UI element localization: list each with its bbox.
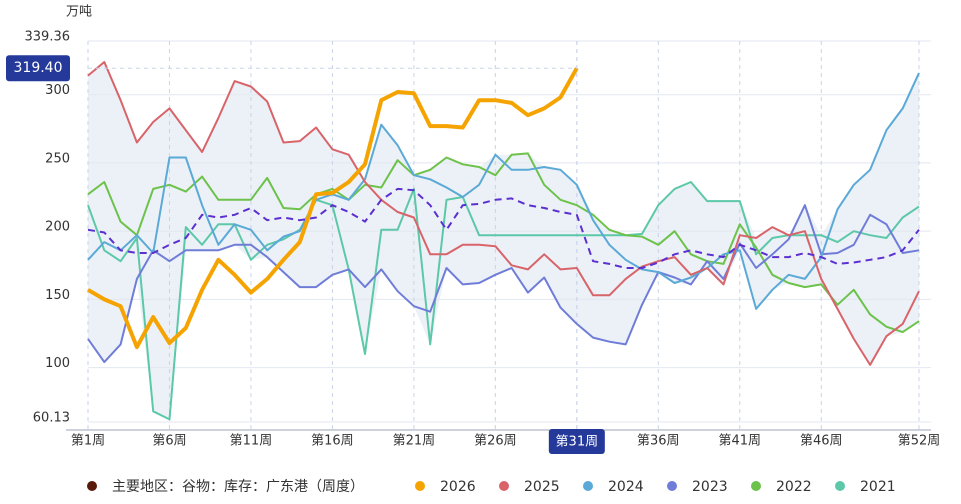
series-line (87, 181, 920, 421)
legend-label: 2023 (692, 479, 728, 495)
crosshair-y-label: 319.40 (14, 60, 63, 76)
unit-label: 万吨 (66, 5, 92, 20)
legend-marker (87, 481, 97, 491)
legend-title: 主要地区：谷物：库存：广东港（周度） (112, 479, 364, 495)
y-tick-label: 150 (45, 288, 70, 303)
x-tick-label: 第1周 (71, 434, 105, 449)
y-tick-label: 60.13 (33, 411, 70, 426)
legend-marker (499, 481, 509, 491)
x-tick-label: 第41周 (718, 434, 761, 449)
series-line (87, 61, 920, 366)
legend-label: 2024 (608, 479, 644, 495)
crosshair-x-box (548, 429, 605, 454)
legend-marker (415, 481, 425, 491)
x-tick-label: 第36周 (637, 434, 680, 449)
series-line (86, 67, 579, 350)
x-tick-label: 第11周 (230, 434, 273, 449)
x-tick-label: 第46周 (800, 434, 843, 449)
x-tick-label: 第16周 (311, 434, 354, 449)
legend-marker (751, 481, 761, 491)
y-tick-label: 300 (45, 83, 70, 98)
y-tick-label: 339.36 (25, 30, 71, 45)
legend: 主要地区：谷物：库存：广东港（周度） 2026 2025 2024 2023 2022 20… (87, 479, 896, 495)
legend-label: 2026 (440, 479, 476, 495)
series-line (87, 72, 920, 310)
legend-label: 2021 (860, 479, 896, 495)
legend-marker (835, 481, 845, 491)
y-tick-label: 100 (45, 356, 70, 371)
x-tick-label: 第52周 (898, 434, 941, 449)
y-tick-label: 250 (45, 151, 70, 166)
x-tick-label: 第26周 (474, 434, 517, 449)
series-line (87, 204, 920, 364)
crosshair-x-label: 第31周 (556, 435, 599, 450)
legend-marker (667, 481, 677, 491)
legend-marker (583, 481, 593, 491)
series-line (87, 152, 920, 334)
y-tick-label: 200 (45, 220, 70, 235)
range-band (88, 61, 919, 420)
x-tick-label: 第21周 (393, 434, 436, 449)
x-tick-label: 第6周 (152, 434, 186, 449)
legend-label: 2025 (524, 479, 560, 495)
average-line (87, 187, 920, 269)
crosshair-y-box (6, 55, 70, 82)
legend-label: 2022 (776, 479, 812, 495)
